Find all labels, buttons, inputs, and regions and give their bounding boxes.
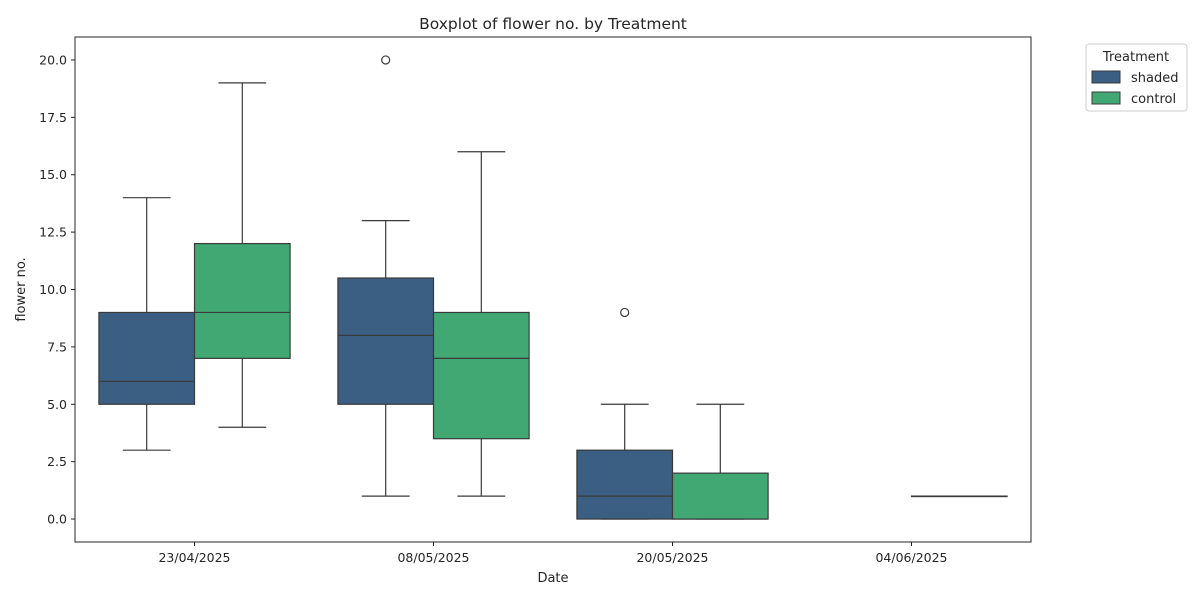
outlier-point [381, 55, 391, 65]
x-axis-label: Date [537, 571, 568, 586]
box-iqr [432, 311, 530, 440]
y-tick-label: 15.0 [39, 167, 67, 182]
y-tick-label: 17.5 [39, 110, 67, 125]
y-tick-label: 2.5 [47, 454, 67, 469]
legend-label-control: control [1131, 92, 1176, 107]
y-axis-label: flower no. [14, 257, 29, 321]
legend-title: Treatment [1102, 50, 1169, 65]
y-tick-label: 7.5 [47, 339, 67, 354]
x-tick-label: 04/06/2025 [875, 550, 947, 565]
y-tick-label: 0.0 [47, 512, 67, 527]
box-shaded-0 [98, 197, 196, 451]
y-tick-label: 5.0 [47, 397, 67, 412]
axis-ticks: 0.0 2.5 5.0 7.5 10.0 12.5 15.0 17.5 20.0 23/04/20… [39, 52, 947, 565]
box-iqr [576, 449, 674, 520]
y-tick-label: 12.5 [39, 225, 67, 240]
x-tick-label: 08/05/2025 [397, 550, 469, 565]
box-shaded-2 [576, 307, 674, 520]
box-iqr [98, 311, 196, 405]
x-tick-label: 20/05/2025 [636, 550, 708, 565]
legend-swatch-control [1091, 91, 1121, 105]
y-tick-label: 20.0 [39, 52, 67, 67]
box-shaded-1 [337, 55, 435, 497]
box-iqr [671, 472, 769, 520]
box-control-3 [910, 495, 1008, 498]
legend-label-shaded: shaded [1131, 71, 1178, 86]
chart-title: Boxplot of flower no. by Treatment [419, 15, 687, 33]
box-control-0 [193, 82, 291, 428]
legend: Treatment shaded control [1085, 43, 1188, 112]
x-tick-label: 23/04/2025 [158, 550, 230, 565]
y-tick-label: 10.0 [39, 282, 67, 297]
legend-swatch-shaded [1091, 70, 1121, 84]
outlier-point [620, 307, 630, 318]
box-iqr [337, 277, 435, 405]
plot-area [98, 55, 1008, 520]
box-iqr [193, 242, 291, 359]
box-control-2 [671, 403, 769, 520]
box-control-1 [432, 151, 530, 497]
